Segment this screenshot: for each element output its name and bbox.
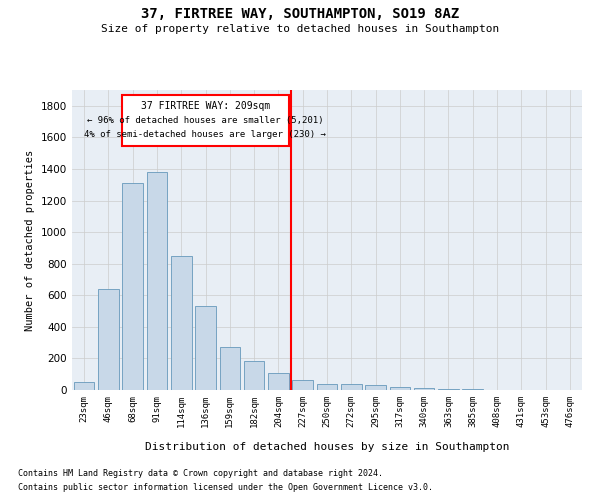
Bar	[268, 374, 289, 390]
Y-axis label: Number of detached properties: Number of detached properties	[25, 150, 35, 330]
Bar	[220, 346, 240, 390]
Text: Distribution of detached houses by size in Southampton: Distribution of detached houses by size …	[145, 442, 509, 452]
Bar	[414, 388, 434, 390]
Bar	[122, 94, 289, 146]
Bar	[122, 183, 143, 390]
Bar	[292, 380, 313, 390]
Text: 4% of semi-detached houses are larger (230) →: 4% of semi-detached houses are larger (2…	[84, 130, 326, 139]
Bar	[195, 306, 216, 390]
Text: ← 96% of detached houses are smaller (5,201): ← 96% of detached houses are smaller (5,…	[87, 116, 323, 125]
Bar	[98, 289, 119, 390]
Bar	[244, 361, 265, 390]
Bar	[317, 384, 337, 390]
Text: 37, FIRTREE WAY, SOUTHAMPTON, SO19 8AZ: 37, FIRTREE WAY, SOUTHAMPTON, SO19 8AZ	[141, 8, 459, 22]
Bar	[74, 382, 94, 390]
Text: Contains public sector information licensed under the Open Government Licence v3: Contains public sector information licen…	[18, 484, 433, 492]
Bar	[341, 384, 362, 390]
Text: Size of property relative to detached houses in Southampton: Size of property relative to detached ho…	[101, 24, 499, 34]
Text: Contains HM Land Registry data © Crown copyright and database right 2024.: Contains HM Land Registry data © Crown c…	[18, 468, 383, 477]
Bar	[438, 389, 459, 390]
Bar	[389, 387, 410, 390]
Bar	[146, 172, 167, 390]
Bar	[463, 389, 483, 390]
Text: 37 FIRTREE WAY: 209sqm: 37 FIRTREE WAY: 209sqm	[140, 102, 270, 112]
Bar	[365, 386, 386, 390]
Bar	[171, 256, 191, 390]
